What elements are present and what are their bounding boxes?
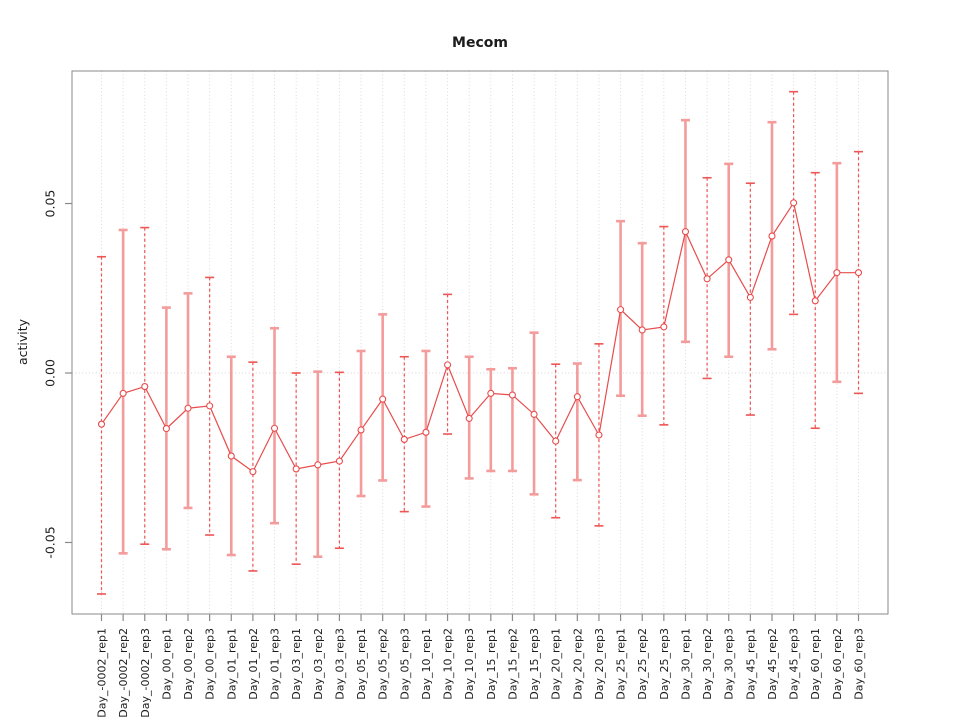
data-point — [660, 323, 668, 331]
data-point — [270, 424, 279, 432]
data-point — [141, 383, 149, 391]
x-tick-label: Day_-0002_rep1 — [96, 628, 109, 718]
x-tick-label: Day_60_rep3 — [853, 628, 866, 700]
data-point — [379, 395, 387, 403]
data-point — [833, 269, 841, 277]
data-point — [292, 465, 300, 473]
x-tick-label: Day_25_rep3 — [658, 628, 671, 700]
x-tick-label: Day_10_rep3 — [463, 628, 476, 700]
data-point — [400, 435, 408, 443]
data-point — [595, 431, 603, 439]
x-tick-label: Day_15_rep1 — [485, 628, 498, 700]
y-tick-label: 0.05 — [42, 190, 57, 218]
data-point — [227, 452, 235, 460]
data-point — [811, 297, 819, 305]
error-bars — [97, 90, 863, 595]
data-point — [768, 232, 776, 240]
data-point — [725, 256, 733, 264]
x-tick-label: Day_20_rep3 — [593, 628, 606, 700]
x-tick-label: Day_25_rep2 — [636, 628, 649, 700]
x-tick-label: Day_30_rep3 — [723, 628, 736, 700]
data-point — [444, 361, 452, 369]
data-point — [314, 461, 322, 469]
data-point — [422, 428, 430, 436]
x-tick-label: Day_25_rep1 — [615, 628, 628, 700]
data-point — [617, 306, 625, 314]
x-tick-label: Day_00_rep3 — [204, 628, 217, 700]
series-line — [101, 201, 859, 473]
x-tick-label: Day_15_rep3 — [528, 628, 541, 700]
chart-title: Mecom — [452, 35, 508, 51]
x-tick-label: Day_05_rep1 — [355, 628, 368, 700]
data-point — [854, 269, 863, 277]
x-tick-label: Day_00_rep1 — [160, 628, 173, 700]
x-tick-label: Day_01_rep3 — [269, 628, 282, 700]
x-tick-label: Day_03_rep3 — [333, 628, 346, 700]
data-points — [97, 199, 863, 476]
x-tick-label: Day_20_rep2 — [571, 628, 584, 700]
x-tick-label: Day_45_rep2 — [766, 628, 779, 700]
data-point — [638, 326, 646, 334]
data-point — [162, 425, 170, 433]
x-tick-label: Day_03_rep2 — [312, 628, 325, 700]
x-tick-label: Day_30_rep2 — [701, 628, 714, 700]
x-tick-label: Day_05_rep3 — [398, 628, 411, 700]
data-point — [465, 414, 473, 422]
data-point — [487, 389, 495, 397]
x-tick-label: Day_03_rep1 — [290, 628, 303, 700]
data-point — [119, 389, 127, 397]
y-axis-title: activity — [15, 318, 30, 365]
x-axis: Day_-0002_rep1 Day_-0002_rep2 Day_-0002_re… — [96, 614, 866, 718]
x-tick-label: Day_05_rep2 — [377, 628, 390, 700]
series-polyline — [101, 201, 859, 473]
x-tick-label: Day_45_rep3 — [788, 628, 801, 700]
data-point — [681, 228, 690, 236]
y-axis: 0.05 0.00 -0.05 — [42, 190, 72, 559]
data-point — [573, 393, 581, 401]
data-point — [552, 437, 560, 445]
plot-box — [71, 70, 889, 615]
data-point — [206, 402, 214, 410]
data-point — [703, 275, 711, 283]
x-tick-label: Day_15_rep2 — [506, 628, 519, 700]
data-point — [790, 199, 798, 207]
data-point — [184, 404, 192, 412]
data-point — [508, 391, 516, 399]
x-tick-label: Day_01_rep2 — [247, 628, 260, 700]
y-tick-label: -0.05 — [42, 526, 57, 558]
x-tick-label: Day_00_rep2 — [182, 628, 195, 700]
data-point — [335, 457, 343, 465]
x-tick-label: Day_10_rep2 — [442, 628, 455, 700]
x-tick-label: Day_10_rep1 — [420, 628, 433, 700]
x-tick-label: Day_01_rep1 — [225, 628, 238, 700]
x-tick-label: Day_60_rep1 — [809, 628, 822, 700]
x-tick-label: Day_30_rep1 — [679, 628, 692, 700]
y-tick-label: 0.00 — [42, 359, 57, 387]
data-point — [357, 426, 365, 434]
data-point — [746, 293, 754, 301]
x-tick-label: Day_60_rep2 — [831, 628, 844, 700]
x-tick-label: Day_-0002_rep3 — [139, 628, 152, 718]
x-tick-label: Day_-0002_rep2 — [117, 628, 130, 718]
x-tick-label: Day_45_rep1 — [744, 628, 757, 700]
data-point — [249, 468, 257, 476]
gridlines — [72, 71, 888, 614]
x-tick-label: Day_20_rep1 — [550, 628, 563, 700]
data-point — [97, 420, 106, 428]
data-point — [530, 410, 538, 418]
